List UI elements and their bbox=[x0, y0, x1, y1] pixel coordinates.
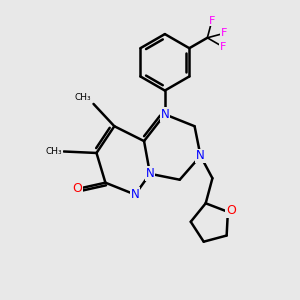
Text: N: N bbox=[196, 149, 205, 162]
Text: F: F bbox=[221, 28, 228, 38]
Text: F: F bbox=[220, 42, 226, 52]
Text: N: N bbox=[146, 167, 154, 180]
Text: CH₃: CH₃ bbox=[74, 93, 91, 102]
Text: N: N bbox=[160, 108, 169, 121]
Text: CH₃: CH₃ bbox=[46, 147, 62, 156]
Text: F: F bbox=[209, 16, 215, 26]
Text: O: O bbox=[72, 182, 82, 195]
Text: O: O bbox=[226, 204, 236, 217]
Text: N: N bbox=[131, 188, 140, 201]
